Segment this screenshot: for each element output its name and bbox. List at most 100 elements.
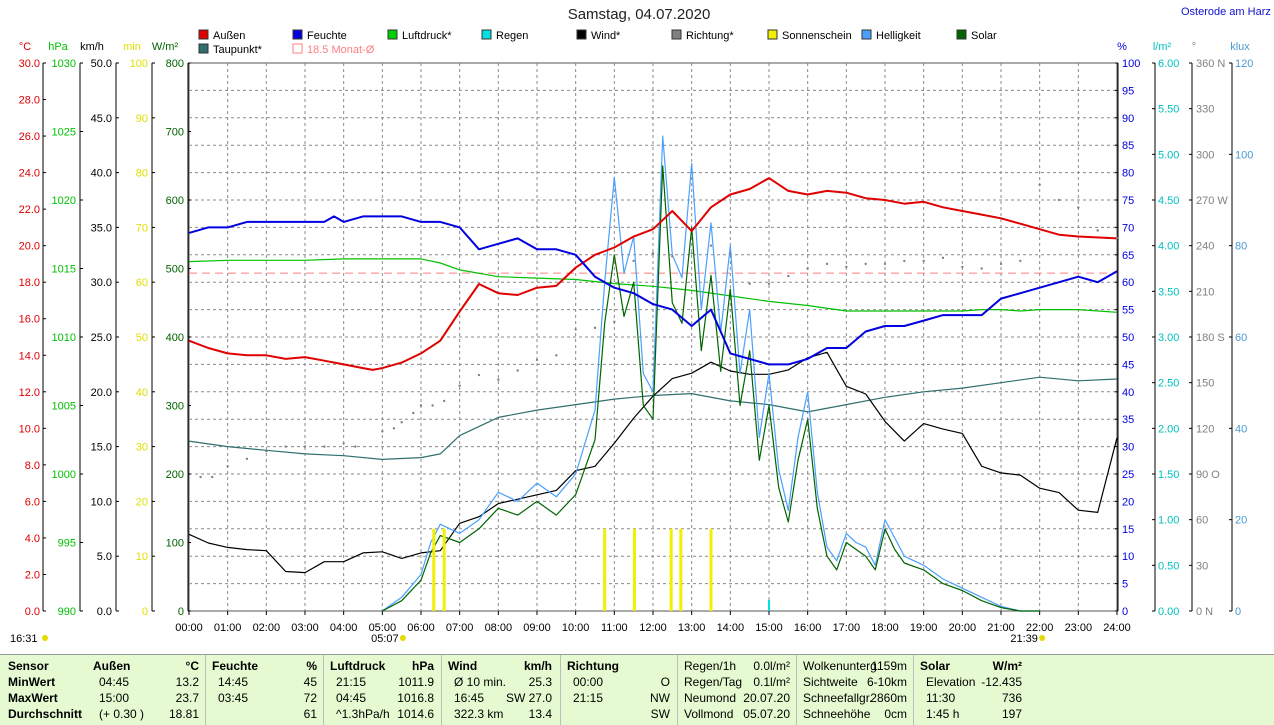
stats-header: Richtung [567,659,619,673]
stats-extra-value: 0cm [884,707,907,721]
x-tick-label: 22:00 [1026,622,1054,634]
stats-divider [205,655,206,725]
series-line-helligkeit [381,135,1040,612]
stats-header: Außen [93,659,131,673]
right-axis-tick-label: 80 [1122,168,1134,180]
right-axis-tick-label: 60 [1196,515,1208,527]
stats-time: 21:15 [573,691,604,705]
left-axis-tick-label: 0.0 [25,606,40,618]
right-axis-tick-label: 55 [1122,305,1134,317]
right-axis-tick-label: 330 [1196,104,1214,116]
stats-time: 322.3 km [454,707,504,721]
right-axis-tick-label: 5.00 [1158,149,1179,161]
right-axis-unit: ° [1192,41,1196,53]
direction-point [412,411,415,415]
right-axis-tick-label: 35 [1122,414,1134,426]
right-axis-tick-label: 4.00 [1158,241,1179,253]
stats-extra-value: 6-10km [866,675,907,689]
right-axis-unit: l/m² [1153,41,1172,53]
right-axis-tick-label: 0 N [1196,606,1213,618]
right-axis-tick-label: 70 [1122,222,1134,234]
stats-extra-label: Neumond [684,691,737,705]
left-axis-tick-label: 15.0 [91,442,112,454]
x-tick-label: 04:00 [330,622,358,634]
right-axis-tick-label: 1.00 [1158,515,1179,527]
legend-label: Luftdruck* [402,30,452,42]
left-axis-tick-label: 1030 [52,58,76,70]
x-tick-label: 05:00 [369,622,397,634]
sunset-label: 21:39 [1010,633,1038,645]
direction-point [303,445,307,448]
stats-extra-label: Schneehöhe [803,707,871,721]
x-tick-label: 00:00 [175,622,203,634]
right-axis-tick-label: 60 [1235,332,1247,344]
sunrise-marker [399,635,406,641]
x-tick-label: 06:00 [407,622,435,634]
left-axis-tick-label: 0.0 [97,606,112,618]
left-axis-tick-label: 14.0 [19,350,40,362]
x-tick-label: 09:00 [523,622,551,634]
direction-point [443,399,446,403]
left-axis-tick-label: 300 [166,401,184,413]
right-axis-tick-label: 0 [1122,606,1128,618]
left-axis-tick-label: 30.0 [91,277,112,289]
direction-point [845,265,848,269]
stats-time: 21:15 [336,675,367,689]
left-axis-unit: °C [19,41,31,53]
direction-point [477,373,481,377]
legend-label: Außen [213,30,245,42]
sunrise-label: 05:07 [371,633,399,645]
direction-point [980,267,983,270]
right-axis-tick-label: 30 [1196,560,1208,572]
x-tick-label: 21:00 [987,622,1015,634]
left-axis-tick-label: 25.0 [91,332,112,344]
legend-label: Wind* [591,30,621,42]
stats-unit: °C [185,659,199,673]
stats-time: 00:00 [573,675,604,689]
stats-time: Ø 10 min. [454,675,507,689]
left-axis-tick-label: 5.0 [97,551,112,563]
right-axis-tick-label: 75 [1122,195,1134,207]
right-axis-tick-label: 15 [1122,524,1134,536]
series-line-taupunkt [188,376,1118,460]
left-axis-tick-label: 995 [58,538,76,550]
daylength-label: 16:31 [10,633,38,645]
direction-point [211,475,214,479]
direction-point [864,262,867,266]
left-axis-tick-label: 12.0 [19,387,40,399]
right-axis-tick-label: 90 O [1196,469,1220,481]
left-axis-tick-label: 16.0 [19,314,40,326]
stats-value: 1011.9 [398,675,434,689]
left-axis-tick-label: 70 [136,222,148,234]
right-axis-tick-label: 90 [1122,113,1134,125]
direction-point [922,259,925,263]
x-tick-label: 18:00 [871,622,899,634]
direction-point [883,262,887,266]
left-axis-tick-label: 6.0 [25,496,40,508]
direction-point [593,326,597,330]
stats-divider [913,655,914,725]
legend-label: Taupunkt* [213,44,263,56]
legend-swatch [198,29,209,40]
direction-point [651,252,655,255]
left-axis-tick-label: 60 [136,277,148,289]
left-axis-tick-label: 45.0 [91,113,112,125]
left-axis-tick-label: 40.0 [91,168,112,180]
legend-swatch [861,29,872,40]
stats-value: 72 [303,691,317,705]
x-tick-label: 13:00 [678,622,706,634]
direction-point [748,282,751,285]
direction-point [709,244,713,247]
left-axis-unit: km/h [80,41,104,53]
direction-point [671,255,674,258]
stats-time: 03:45 [218,691,249,705]
left-axis-tick-label: 0 [178,606,184,618]
right-axis-tick-label: 240 [1196,241,1214,253]
x-tick-label: 15:00 [755,622,783,634]
direction-point [767,282,771,285]
right-axis-tick-label: 0 [1235,606,1241,618]
left-axis-unit: hPa [48,41,68,53]
stats-unit: km/h [523,659,552,673]
right-axis-tick-label: 85 [1122,140,1134,152]
direction-point [613,320,616,323]
